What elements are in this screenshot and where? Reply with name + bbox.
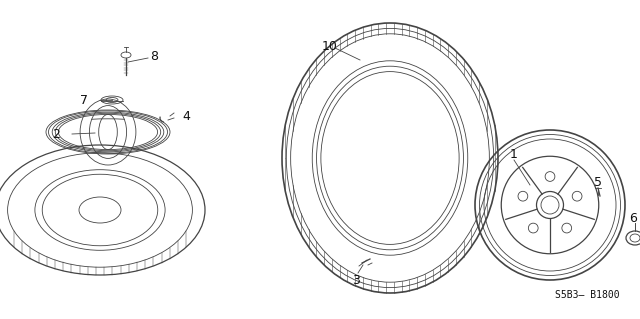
Text: 7: 7 [80, 93, 88, 107]
Text: S5B3– B1800: S5B3– B1800 [556, 290, 620, 300]
Text: 10: 10 [322, 40, 338, 53]
Text: 1: 1 [510, 149, 518, 161]
Text: 5: 5 [594, 175, 602, 189]
Text: 8: 8 [150, 49, 158, 63]
Text: 6: 6 [629, 211, 637, 225]
Text: 3: 3 [352, 273, 360, 286]
Text: 4: 4 [182, 109, 190, 122]
Text: 2: 2 [52, 128, 60, 140]
